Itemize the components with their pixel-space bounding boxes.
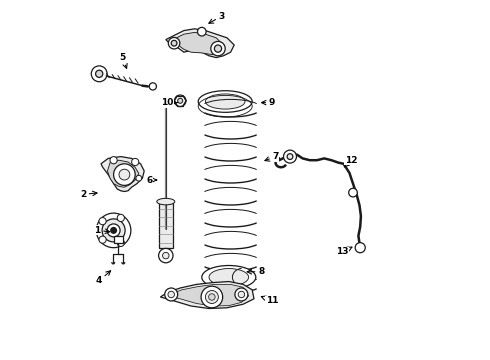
Circle shape bbox=[163, 252, 169, 259]
Circle shape bbox=[168, 291, 174, 298]
Circle shape bbox=[111, 228, 117, 233]
Ellipse shape bbox=[198, 91, 252, 112]
Circle shape bbox=[171, 40, 177, 46]
Circle shape bbox=[205, 291, 219, 303]
Ellipse shape bbox=[202, 266, 256, 289]
Circle shape bbox=[99, 217, 106, 225]
Text: 13: 13 bbox=[336, 247, 352, 256]
Text: 1: 1 bbox=[94, 226, 110, 235]
Circle shape bbox=[132, 158, 139, 166]
Polygon shape bbox=[107, 160, 139, 187]
Circle shape bbox=[215, 45, 221, 52]
Text: 11: 11 bbox=[261, 296, 278, 305]
Ellipse shape bbox=[157, 198, 175, 205]
Circle shape bbox=[114, 164, 135, 185]
Text: 6: 6 bbox=[147, 176, 156, 185]
Circle shape bbox=[96, 70, 103, 77]
Circle shape bbox=[169, 37, 180, 49]
Circle shape bbox=[97, 213, 131, 248]
Circle shape bbox=[99, 236, 106, 243]
Circle shape bbox=[110, 157, 117, 164]
Circle shape bbox=[119, 169, 130, 180]
Ellipse shape bbox=[205, 94, 245, 109]
Polygon shape bbox=[173, 32, 223, 55]
Circle shape bbox=[117, 239, 124, 247]
Circle shape bbox=[91, 66, 107, 82]
Circle shape bbox=[211, 41, 225, 56]
Circle shape bbox=[349, 188, 357, 197]
Circle shape bbox=[107, 224, 120, 237]
Text: 7: 7 bbox=[265, 152, 279, 161]
Polygon shape bbox=[168, 284, 248, 306]
Text: 8: 8 bbox=[247, 267, 264, 276]
Circle shape bbox=[197, 27, 206, 36]
Circle shape bbox=[201, 286, 222, 308]
Circle shape bbox=[174, 95, 186, 107]
Circle shape bbox=[209, 294, 215, 300]
Text: 2: 2 bbox=[80, 190, 97, 199]
Circle shape bbox=[136, 175, 142, 181]
Ellipse shape bbox=[209, 269, 248, 286]
Text: 3: 3 bbox=[209, 12, 225, 23]
Text: 5: 5 bbox=[120, 53, 127, 68]
Circle shape bbox=[149, 83, 156, 90]
Circle shape bbox=[165, 288, 178, 301]
Circle shape bbox=[238, 291, 245, 298]
Circle shape bbox=[178, 98, 183, 103]
Circle shape bbox=[102, 219, 125, 242]
Circle shape bbox=[117, 214, 124, 221]
Circle shape bbox=[355, 243, 365, 253]
Polygon shape bbox=[160, 282, 254, 309]
Circle shape bbox=[159, 248, 173, 263]
Text: 12: 12 bbox=[344, 156, 357, 167]
Text: 4: 4 bbox=[96, 271, 111, 285]
Polygon shape bbox=[101, 157, 144, 192]
Circle shape bbox=[284, 150, 296, 163]
Circle shape bbox=[287, 154, 293, 159]
FancyBboxPatch shape bbox=[159, 203, 173, 248]
Circle shape bbox=[235, 288, 248, 301]
Text: 9: 9 bbox=[262, 98, 275, 107]
Polygon shape bbox=[114, 236, 123, 243]
Text: 10: 10 bbox=[161, 98, 177, 107]
Polygon shape bbox=[166, 29, 234, 58]
